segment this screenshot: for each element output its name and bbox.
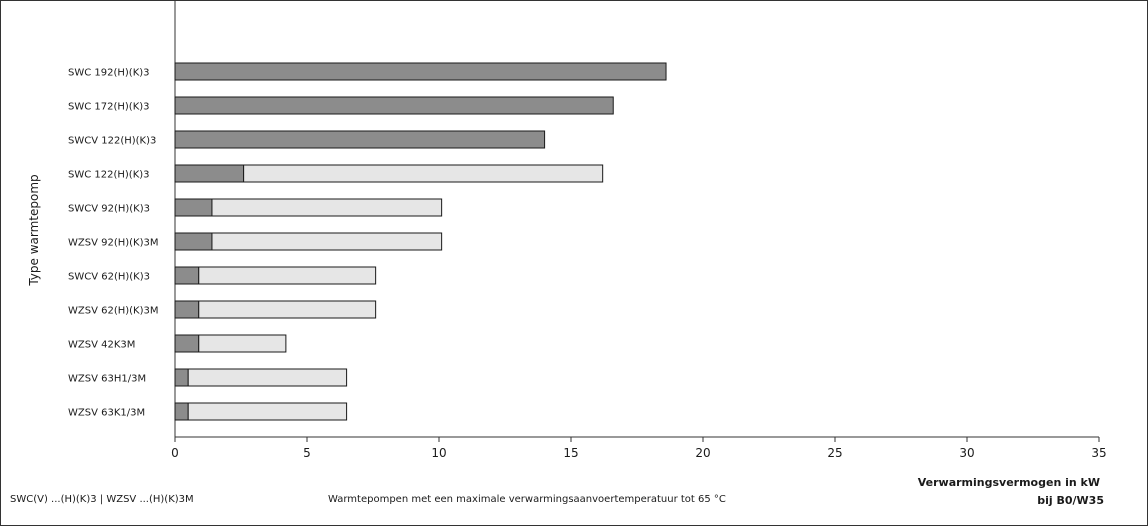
bar-segment-extra [211,198,443,217]
x-tick-label: 0 [171,446,179,460]
y-axis-title: Type warmtepomp [27,174,41,286]
bar-segment-base [174,96,614,115]
bar-segment-extra [198,266,377,285]
category-label: WZSV 42K3M [68,340,135,351]
category-label: SWCV 62(H)(K)3 [68,272,150,283]
x-tick-label: 15 [563,446,578,460]
bar-segment-base [174,130,546,149]
bar-segment-base [174,198,213,217]
bar-segment-base [174,232,213,251]
bar-segment-base [174,402,189,421]
bar-segment-extra [198,334,287,353]
bar-segment-base [174,300,200,319]
category-label: WZSV 63K1/3M [68,408,145,419]
category-labels: SWC 192(H)(K)3 SWC 172(H)(K)3 SWCV 122(H)(… [68,68,159,419]
bar-segment-extra [187,368,348,387]
x-axis-title-line1: Verwarmingsvermogen in kW [918,476,1100,489]
category-label: SWCV 122(H)(K)3 [68,136,156,147]
x-tick-label: 30 [959,446,974,460]
category-label: SWC 192(H)(K)3 [68,68,150,79]
bar-segment-extra [211,232,443,251]
bar-segment-base [174,266,200,285]
x-tick-label: 25 [827,446,842,460]
x-axis-title-line2: bij B0/W35 [1037,494,1104,507]
category-label: WZSV 62(H)(K)3M [68,306,159,317]
chart-note: Warmtepompen met een maximale verwarming… [328,494,726,505]
category-label: SWC 122(H)(K)3 [68,170,150,181]
bar-segment-base [174,368,189,387]
x-tick-label: 10 [431,446,446,460]
category-label: WZSV 63H1/3M [68,374,146,385]
bar-segment-extra [243,164,604,183]
bars-layer [174,62,667,421]
category-label: WZSV 92(H)(K)3M [68,238,159,249]
x-tick-label: 5 [303,446,311,460]
x-ticks: 0 5 10 15 20 25 30 35 [171,437,1107,460]
bar-segment-extra [187,402,348,421]
category-label: SWCV 92(H)(K)3 [68,204,150,215]
bar-segment-base [174,334,200,353]
category-label: SWC 172(H)(K)3 [68,102,150,113]
legend-series-text: SWC(V) ...(H)(K)3 | WZSV ...(H)(K)3M [10,494,194,505]
bar-segment-base [174,164,245,183]
x-tick-label: 35 [1091,446,1106,460]
x-tick-label: 20 [695,446,710,460]
bar-segment-base [174,62,667,81]
bar-segment-extra [198,300,377,319]
